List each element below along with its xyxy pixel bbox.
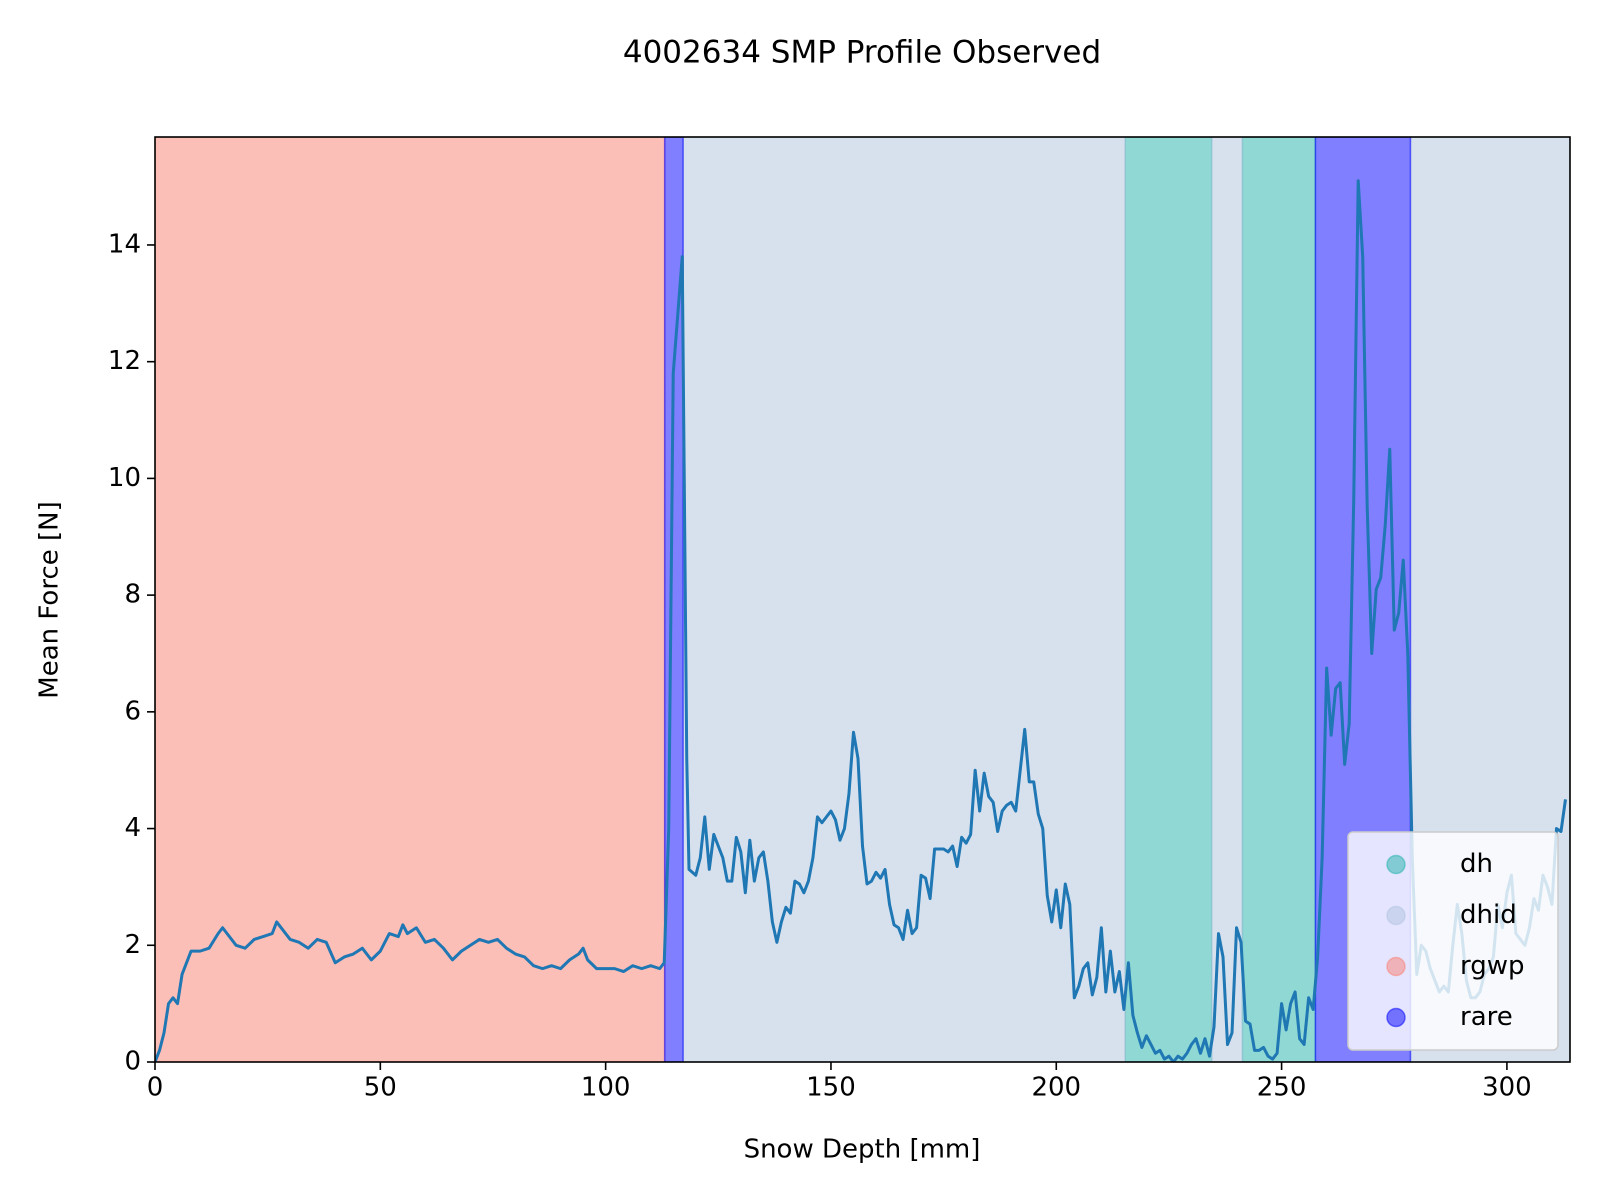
x-tick-label: 150: [806, 1073, 856, 1103]
y-tick-label: 14: [108, 229, 141, 259]
layer-span: [1124, 137, 1213, 1062]
x-tick-label: 50: [364, 1073, 397, 1103]
legend-marker: [1386, 956, 1406, 977]
layer-span: [1241, 137, 1317, 1062]
legend-label: dh: [1460, 849, 1493, 879]
y-tick-label: 8: [124, 580, 141, 610]
x-tick-label: 100: [581, 1073, 631, 1103]
x-tick-label: 0: [147, 1073, 164, 1103]
x-tick-label: 200: [1031, 1073, 1081, 1103]
y-tick-label: 10: [108, 463, 141, 493]
layer-span: [155, 137, 666, 1062]
y-tick-label: 2: [124, 930, 141, 960]
chart-title: 4002634 SMP Profile Observed: [623, 35, 1101, 71]
legend-marker: [1386, 1007, 1406, 1028]
legend-label: dhid: [1460, 900, 1517, 930]
y-tick-label: 4: [124, 813, 141, 843]
x-tick-label: 300: [1482, 1073, 1532, 1103]
y-tick-label: 6: [124, 696, 141, 726]
layer-span: [682, 137, 1126, 1062]
legend-label: rgwp: [1460, 951, 1525, 981]
layer-span: [1210, 137, 1244, 1062]
legend-marker: [1386, 905, 1406, 926]
x-axis-label: Snow Depth [mm]: [744, 1135, 981, 1165]
y-axis-label: Mean Force [N]: [35, 501, 65, 698]
y-tick-label: 0: [124, 1047, 141, 1077]
y-tick-label: 12: [108, 346, 141, 376]
x-tick-label: 250: [1257, 1073, 1307, 1103]
axes-frame: [154, 136, 1571, 1063]
legend-marker: [1386, 854, 1406, 875]
legend-box: [1347, 831, 1559, 1051]
data-line: [155, 179, 1567, 1062]
legend-label: rare: [1460, 1002, 1513, 1032]
